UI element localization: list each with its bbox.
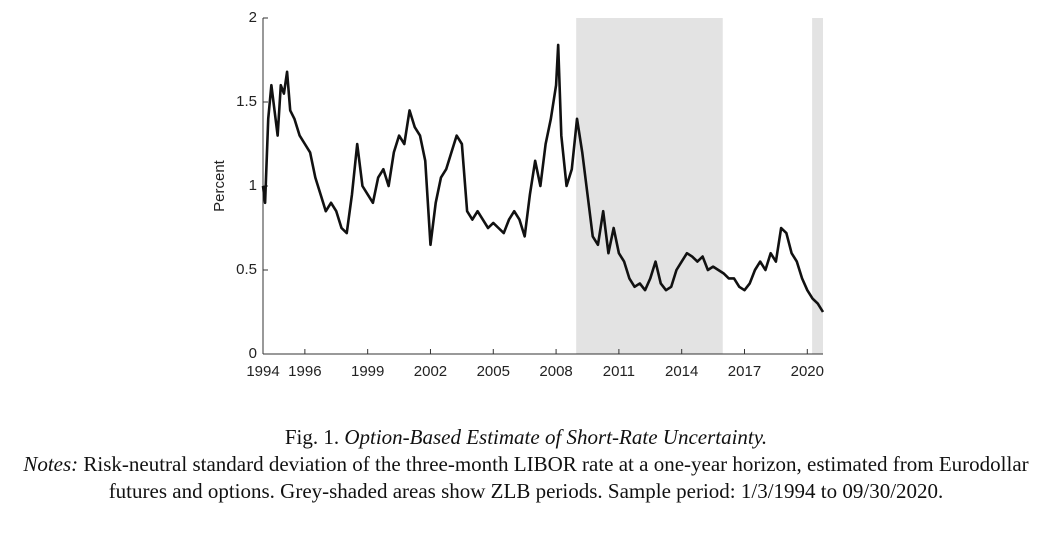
y-tick-label: 1 (249, 177, 257, 194)
figure-label: Fig. 1. (284, 425, 340, 449)
x-tick-label: 2014 (665, 363, 698, 380)
notes-label: Notes: (23, 452, 79, 476)
y-axis-label: Percent (211, 159, 228, 212)
x-tick-label: 2008 (539, 363, 572, 380)
chart: Percent 0 0.5 1 1.5 2 1994 1996 1999 2002 2005 200… (211, 9, 825, 380)
x-tick-label: 1996 (288, 363, 321, 380)
x-tick-label: 1994 (246, 363, 279, 380)
x-tick-label: 1999 (351, 363, 384, 380)
data-line (261, 43, 825, 313)
y-tick-label: 0.5 (236, 261, 257, 278)
y-tick-label: 2 (249, 9, 257, 26)
x-tick-label: 2005 (477, 363, 510, 380)
x-tick-label: 2020 (791, 363, 824, 380)
y-tick-label: 0 (249, 345, 257, 362)
caption-notes: Notes: Risk-neutral standard deviation o… (0, 451, 1052, 505)
x-tick-label: 2017 (728, 363, 761, 380)
caption: Fig. 1. Option-Based Estimate of Short-R… (0, 424, 1052, 505)
y-tick-label: 1.5 (236, 93, 257, 110)
shaded-span (812, 18, 823, 354)
shaded-span (576, 18, 723, 354)
x-tick-label: 2011 (603, 363, 635, 380)
x-tick-label: 2002 (414, 363, 447, 380)
figure-title: Option-Based Estimate of Short-Rate Unce… (344, 425, 768, 449)
notes-text: Risk-neutral standard deviation of the t… (83, 452, 1029, 503)
caption-title-line: Fig. 1. Option-Based Estimate of Short-R… (0, 424, 1052, 451)
